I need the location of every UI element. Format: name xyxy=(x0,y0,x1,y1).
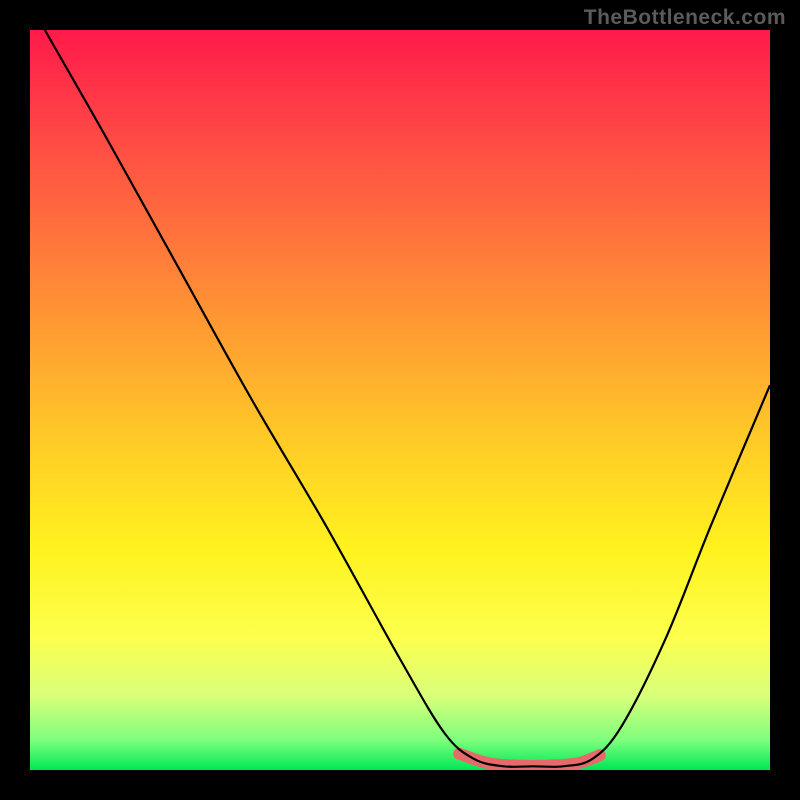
chart-frame: TheBottleneck.com xyxy=(0,0,800,800)
watermark-text: TheBottleneck.com xyxy=(584,6,786,30)
chart-svg xyxy=(30,30,770,770)
bottleneck-curve xyxy=(45,30,770,767)
plot-area xyxy=(30,30,770,770)
